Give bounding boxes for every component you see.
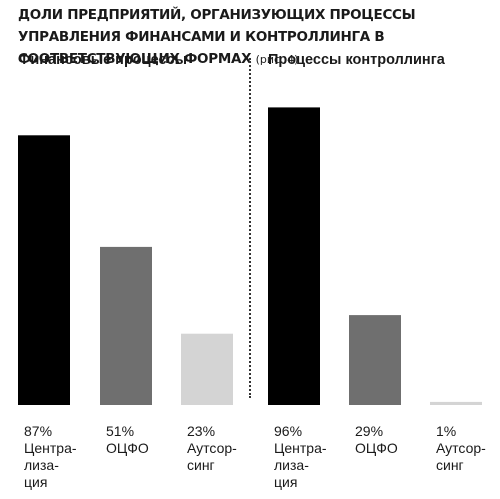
- value-label: 51%: [106, 423, 135, 439]
- bar-label-finance-1: 51% ОЦФО: [106, 423, 178, 457]
- chart-title-text: Доли предприятий, организующих процессы …: [18, 7, 416, 67]
- bar-label-finance-0: 87% Центра- лиза- ция: [24, 423, 96, 491]
- category-label: Аутсор- синг: [187, 440, 237, 473]
- bar-controlling-0: [268, 107, 320, 406]
- bar-label-finance-2: 23% Аутсор- синг: [187, 423, 259, 474]
- panel-title-controlling: Процессы контроллинга: [268, 52, 445, 68]
- value-label: 29%: [355, 423, 384, 439]
- value-label: 23%: [187, 423, 216, 439]
- figure-note: (рис. 4): [255, 53, 299, 66]
- bar-controlling-1: [349, 315, 401, 405]
- category-label: Аутсор- синг: [436, 440, 486, 473]
- category-label: ОЦФО: [106, 440, 149, 456]
- category-label: Центра- лиза- ция: [274, 440, 327, 490]
- bar-label-controlling-2: 1% Аутсор- синг: [436, 423, 500, 474]
- value-label: 87%: [24, 423, 53, 439]
- bar-finance-2: [181, 333, 233, 405]
- bar-finance-1: [100, 246, 152, 405]
- category-label: ОЦФО: [355, 440, 398, 456]
- value-label: 96%: [274, 423, 303, 439]
- panel-divider: [249, 58, 251, 398]
- bar-label-controlling-0: 96% Центра- лиза- ция: [274, 423, 346, 491]
- chart-title: Доли предприятий, организующих процессы …: [18, 4, 488, 71]
- bar-finance-0: [18, 135, 70, 406]
- value-label: 1%: [436, 423, 457, 439]
- bar-controlling-2: [430, 401, 482, 405]
- bar-label-controlling-1: 29% ОЦФО: [355, 423, 427, 457]
- category-label: Центра- лиза- ция: [24, 440, 77, 490]
- panel-title-finance: Финансовые процессы: [18, 52, 187, 68]
